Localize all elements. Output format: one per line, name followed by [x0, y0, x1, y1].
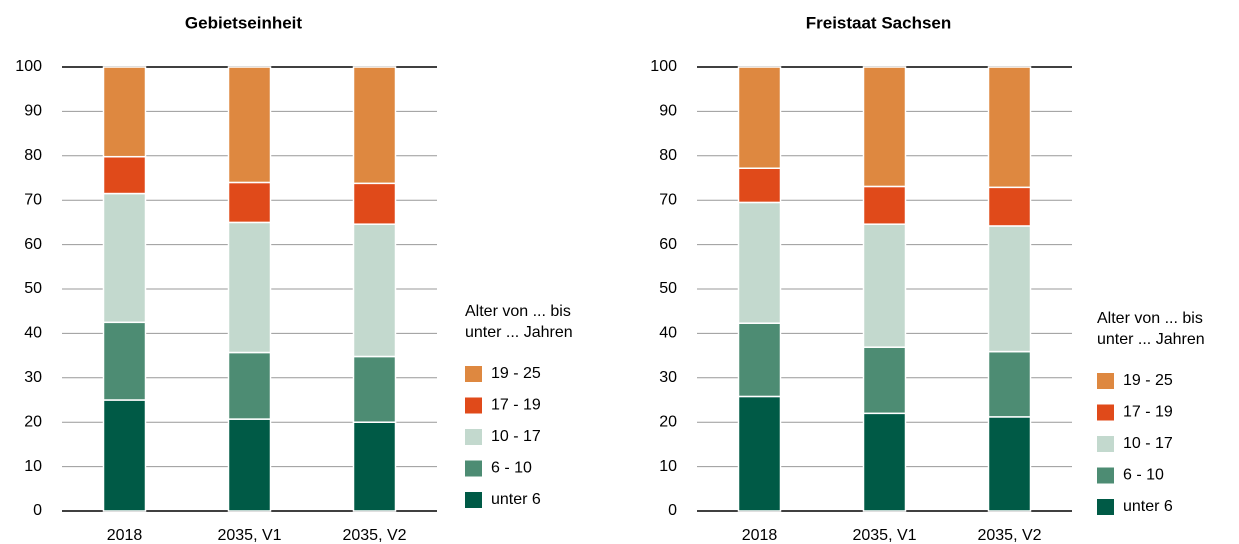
- legend-swatch: [1097, 436, 1114, 452]
- y-tick-label: 10: [659, 458, 677, 475]
- bar-segment: [352, 223, 397, 358]
- legend-label: 10 - 17: [1123, 435, 1173, 452]
- legend-swatch: [465, 460, 482, 477]
- y-tick-label: 0: [33, 502, 42, 519]
- legend-swatch: [465, 492, 482, 508]
- y-tick-label: 20: [24, 413, 42, 430]
- bar-segment: [102, 192, 147, 324]
- bar-segment: [227, 181, 272, 224]
- bar-segment: [352, 66, 397, 185]
- legend-title: unter ... Jahren: [1097, 331, 1205, 348]
- bar-segment: [987, 416, 1032, 512]
- legend-swatch: [465, 397, 482, 414]
- y-tick-label: 80: [659, 147, 677, 164]
- bar-segment: [227, 351, 272, 420]
- legend-label: 19 - 25: [1123, 372, 1173, 389]
- chart-title: Freistaat Sachsen: [806, 13, 952, 32]
- y-tick-label: 90: [24, 103, 42, 120]
- legend-label: 17 - 19: [491, 397, 541, 414]
- bar-segment: [862, 412, 907, 512]
- y-tick-label: 80: [24, 147, 42, 164]
- x-tick-label: 2018: [107, 527, 143, 544]
- bar-segment: [987, 186, 1032, 227]
- bar-segment: [862, 185, 907, 225]
- y-tick-label: 10: [24, 458, 42, 475]
- y-tick-label: 90: [659, 103, 677, 120]
- legend-label: 6 - 10: [491, 460, 532, 477]
- legend-swatch: [465, 366, 482, 382]
- x-tick-label: 2035, V1: [217, 527, 281, 544]
- bar-segment: [352, 355, 397, 423]
- legend-swatch: [1097, 404, 1114, 421]
- y-tick-label: 100: [650, 58, 677, 75]
- legend-label: unter 6: [491, 491, 541, 508]
- y-tick-label: 50: [659, 280, 677, 297]
- bar-segment: [737, 167, 782, 204]
- bar-segment: [987, 350, 1032, 418]
- legend-label: 6 - 10: [1123, 467, 1164, 484]
- legend-swatch: [1097, 499, 1114, 515]
- y-tick-label: 40: [24, 325, 42, 342]
- bar-segment: [862, 346, 907, 415]
- x-tick-label: 2035, V2: [342, 527, 406, 544]
- y-tick-label: 100: [15, 58, 42, 75]
- bar-segment: [737, 201, 782, 324]
- y-tick-label: 70: [659, 191, 677, 208]
- y-tick-label: 60: [24, 236, 42, 253]
- x-tick-label: 2035, V1: [852, 527, 916, 544]
- legend-title: Alter von ... bis: [465, 303, 571, 320]
- legend-label: 17 - 19: [1123, 404, 1173, 421]
- chart-title: Gebietseinheit: [185, 13, 302, 32]
- bar-segment: [737, 395, 782, 512]
- y-tick-label: 20: [659, 413, 677, 430]
- legend-swatch: [1097, 467, 1114, 484]
- legend-swatch: [465, 429, 482, 445]
- y-tick-label: 70: [24, 191, 42, 208]
- y-tick-label: 0: [668, 502, 677, 519]
- legend-label: 19 - 25: [491, 365, 541, 382]
- bar-segment: [737, 66, 782, 169]
- legend-title: unter ... Jahren: [465, 324, 573, 341]
- bar-segment: [227, 418, 272, 512]
- bar-segment: [227, 66, 272, 184]
- bar-segment: [352, 182, 397, 225]
- bar-segment: [227, 221, 272, 354]
- bar-segment: [987, 225, 1032, 353]
- bar-segment: [987, 66, 1032, 189]
- y-tick-label: 30: [659, 369, 677, 386]
- bar-segment: [862, 223, 907, 348]
- bar-segment: [862, 66, 907, 188]
- bar-segment: [102, 399, 147, 512]
- legend-label: unter 6: [1123, 498, 1173, 515]
- y-tick-label: 30: [24, 369, 42, 386]
- bar-segment: [737, 322, 782, 398]
- y-tick-label: 40: [659, 325, 677, 342]
- y-tick-label: 50: [24, 280, 42, 297]
- bar-segment: [102, 321, 147, 401]
- y-tick-label: 60: [659, 236, 677, 253]
- bar-segment: [102, 66, 147, 158]
- bar-segment: [102, 155, 147, 195]
- x-tick-label: 2035, V2: [977, 527, 1041, 544]
- legend-label: 10 - 17: [491, 428, 541, 445]
- legend-swatch: [1097, 373, 1114, 389]
- x-tick-label: 2018: [742, 527, 778, 544]
- legend-title: Alter von ... bis: [1097, 310, 1203, 327]
- bar-segment: [352, 421, 397, 512]
